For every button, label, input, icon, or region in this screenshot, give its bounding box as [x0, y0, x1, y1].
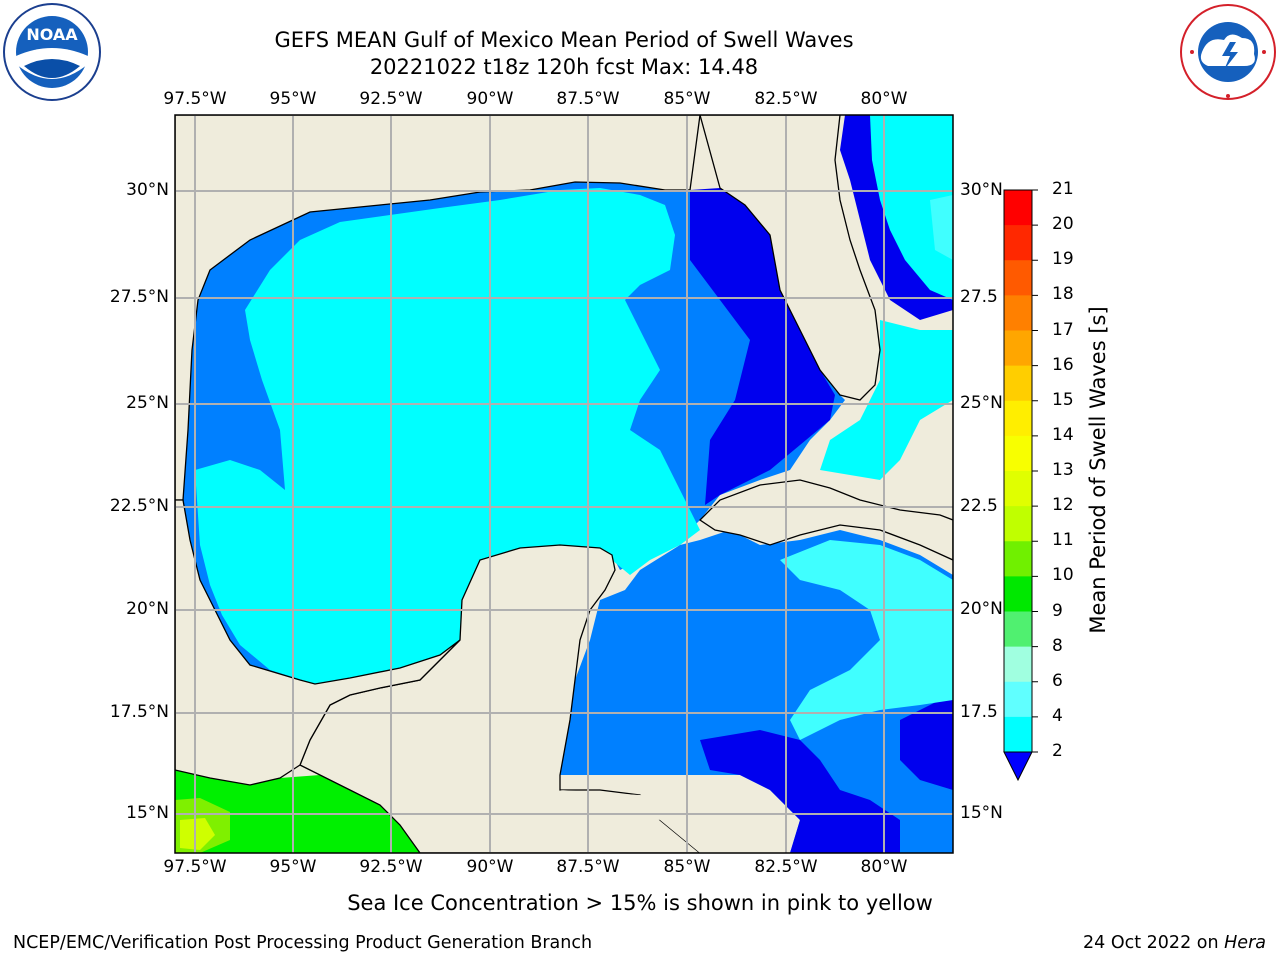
colorbar-tick-label: 10	[1052, 565, 1074, 586]
atlantic-water-light	[930, 195, 953, 260]
lat-label-left: 22.5°N	[109, 496, 169, 516]
lon-label-bottom: 80°W	[860, 857, 908, 877]
nws-logo	[1178, 2, 1278, 102]
colorbar-segment	[1004, 330, 1032, 367]
gridlines	[175, 115, 953, 853]
caribbean-water-cyan	[780, 540, 953, 740]
lat-label-left: 20°N	[126, 599, 169, 619]
chart-title: GEFS MEAN Gulf of Mexico Mean Period of …	[274, 28, 854, 52]
colorbar-segment	[1004, 225, 1032, 261]
florida-land	[699, 115, 881, 401]
pacific-water-yellowgreen	[180, 818, 215, 850]
lat-label-right: 30°N	[960, 180, 1003, 200]
colorbar-tick-label: 6	[1052, 670, 1063, 691]
date-prefix: 24 Oct 2022 on	[1083, 933, 1225, 953]
colorbar-tick-label: 17	[1052, 319, 1074, 340]
lat-label-right: 20°N	[960, 599, 1003, 619]
lon-label-bottom: 85°W	[663, 857, 711, 877]
colorbar-segment	[1004, 365, 1032, 402]
colorbar-tick-label: 14	[1052, 424, 1074, 445]
colorbar-segment	[1004, 295, 1032, 331]
machine-name: Hera	[1224, 933, 1266, 953]
lon-label-top: 95°W	[269, 89, 317, 109]
colorbar-tick-label: 11	[1052, 530, 1074, 551]
map-frame	[174, 114, 954, 854]
lon-label-top: 82.5°W	[754, 89, 818, 109]
colorbar-tick-label: 13	[1052, 460, 1074, 480]
lat-label-left: 30°N	[126, 180, 169, 200]
colorbar-segment	[1004, 576, 1032, 612]
lat-label-right: 15°N	[960, 803, 1003, 823]
colorbar-extend-arrow	[1003, 751, 1033, 782]
lon-label-top: 97.5°W	[163, 89, 227, 109]
colorbar-tick-label: 4	[1052, 705, 1063, 726]
colorbar-segment	[1004, 190, 1032, 226]
lon-label-bottom: 92.5°W	[359, 857, 423, 877]
caribbean-darkest-patch-east	[900, 700, 953, 790]
colorbar-segment	[1004, 716, 1032, 753]
colorbar	[1003, 189, 1038, 782]
lat-label-left: 17.5°N	[109, 702, 169, 722]
lat-label-right: 27.5	[960, 287, 998, 307]
colorbar-segment	[1004, 400, 1032, 437]
lon-label-top: 92.5°W	[359, 89, 423, 109]
colorbar-tick-label: 15	[1052, 389, 1074, 410]
central-america-land	[560, 790, 760, 853]
colorbar-tick-label: 8	[1052, 635, 1063, 656]
noaa-logo: NOAA	[2, 2, 102, 102]
colorbar-tick-label: 16	[1052, 354, 1074, 375]
lon-label-top: 85°W	[663, 89, 711, 109]
gulf-water-cyan	[195, 188, 700, 684]
colorbar-segment	[1004, 435, 1032, 472]
atlantic-water-cyan	[870, 115, 953, 300]
colorbar-segment	[1004, 611, 1032, 648]
colorbar-label: Mean Period of Swell Waves [s]	[1086, 306, 1110, 634]
colorbar-segment	[1004, 541, 1032, 577]
lon-label-top: 80°W	[860, 89, 908, 109]
colorbar-segment	[1004, 471, 1032, 507]
lon-label-bottom: 95°W	[269, 857, 317, 877]
lon-label-bottom: 90°W	[466, 857, 514, 877]
colorbar-segment	[1004, 506, 1032, 542]
gulf-water-darkest	[690, 188, 835, 505]
lon-label-bottom: 87.5°W	[556, 857, 620, 877]
colorbar-tick-label: 9	[1052, 600, 1063, 621]
date-text: 24 Oct 2022 on Hera	[1083, 933, 1266, 953]
lat-label-right: 17.5	[960, 702, 998, 722]
colorbar-tick-label: 18	[1052, 284, 1074, 305]
colorbar-segment	[1004, 681, 1032, 718]
lat-label-right: 25°N	[960, 393, 1003, 413]
pacific-water-green	[175, 770, 420, 853]
chart-subtitle: 20221022 t18z 120h fcst Max: 14.48	[369, 55, 759, 79]
lon-label-bottom: 82.5°W	[754, 857, 818, 877]
lat-label-left: 15°N	[126, 803, 169, 823]
bahamas-water-cyan	[820, 320, 953, 480]
noaa-logo-text: NOAA	[26, 25, 78, 44]
map-area	[175, 115, 953, 853]
lon-label-top: 87.5°W	[556, 89, 620, 109]
sea-ice-note: Sea Ice Concentration > 15% is shown in …	[347, 891, 933, 915]
colorbar-tick-label: 21	[1052, 179, 1074, 199]
colorbar-tick-label: 19	[1052, 249, 1074, 270]
colorbar-segment	[1004, 646, 1032, 683]
colorbar-segment	[1004, 260, 1032, 296]
lon-label-bottom: 97.5°W	[163, 857, 227, 877]
colorbar-tick-label: 20	[1052, 214, 1074, 235]
lat-label-right: 22.5	[960, 496, 998, 516]
cuba-land	[698, 479, 953, 561]
credit-text: NCEP/EMC/Verification Post Processing Pr…	[13, 933, 593, 953]
lat-label-left: 27.5°N	[109, 287, 169, 307]
colorbar-tick-label: 2	[1052, 741, 1063, 761]
colorbar-tick-label: 12	[1052, 495, 1074, 516]
lon-label-top: 90°W	[466, 89, 514, 109]
lat-label-left: 25°N	[126, 393, 169, 413]
caribbean-water-darkest	[700, 730, 900, 853]
